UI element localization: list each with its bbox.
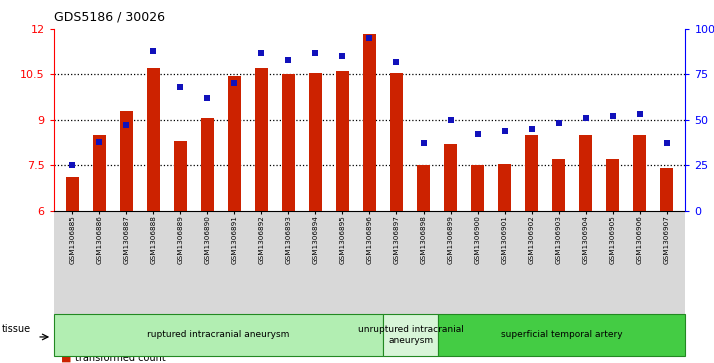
Point bbox=[148, 48, 159, 54]
Bar bbox=[120, 111, 134, 211]
Point bbox=[202, 95, 213, 101]
Point bbox=[363, 35, 376, 41]
Bar bbox=[363, 34, 376, 211]
Bar bbox=[146, 68, 160, 211]
Text: unruptured intracranial
aneurysm: unruptured intracranial aneurysm bbox=[358, 325, 463, 344]
Point bbox=[472, 131, 483, 137]
Text: ruptured intracranial aneurysm: ruptured intracranial aneurysm bbox=[147, 330, 290, 339]
Point bbox=[337, 53, 348, 59]
Point bbox=[391, 59, 402, 65]
Text: superficial temporal artery: superficial temporal artery bbox=[501, 330, 623, 339]
Point bbox=[228, 81, 240, 86]
Point bbox=[445, 117, 456, 123]
Bar bbox=[255, 68, 268, 211]
Point bbox=[175, 84, 186, 90]
Point bbox=[418, 140, 429, 146]
Point bbox=[94, 139, 105, 144]
Bar bbox=[605, 159, 619, 211]
Point bbox=[310, 50, 321, 56]
Point bbox=[526, 126, 537, 132]
Text: tissue: tissue bbox=[2, 323, 31, 334]
Bar bbox=[282, 74, 295, 211]
Bar bbox=[579, 135, 593, 211]
Point bbox=[661, 140, 673, 146]
Bar bbox=[552, 159, 565, 211]
Bar bbox=[444, 144, 457, 211]
Text: ■: ■ bbox=[61, 352, 71, 363]
Bar bbox=[228, 76, 241, 211]
Point bbox=[580, 115, 591, 121]
Point bbox=[499, 128, 511, 134]
Point bbox=[283, 57, 294, 63]
Bar bbox=[174, 141, 187, 211]
Point bbox=[607, 113, 618, 119]
Bar bbox=[660, 168, 673, 211]
Bar bbox=[336, 72, 349, 211]
Text: transformed count: transformed count bbox=[75, 352, 166, 363]
Bar bbox=[66, 177, 79, 211]
Bar bbox=[633, 135, 646, 211]
Bar bbox=[498, 164, 511, 211]
Bar bbox=[93, 135, 106, 211]
Bar bbox=[308, 73, 322, 211]
Text: GDS5186 / 30026: GDS5186 / 30026 bbox=[54, 11, 164, 24]
Bar bbox=[525, 135, 538, 211]
Point bbox=[553, 121, 564, 126]
Bar bbox=[201, 118, 214, 211]
Point bbox=[634, 111, 645, 117]
Point bbox=[66, 162, 78, 168]
Bar bbox=[471, 165, 484, 211]
Point bbox=[121, 122, 132, 128]
Point bbox=[256, 50, 267, 56]
Bar bbox=[390, 73, 403, 211]
Bar bbox=[417, 165, 431, 211]
